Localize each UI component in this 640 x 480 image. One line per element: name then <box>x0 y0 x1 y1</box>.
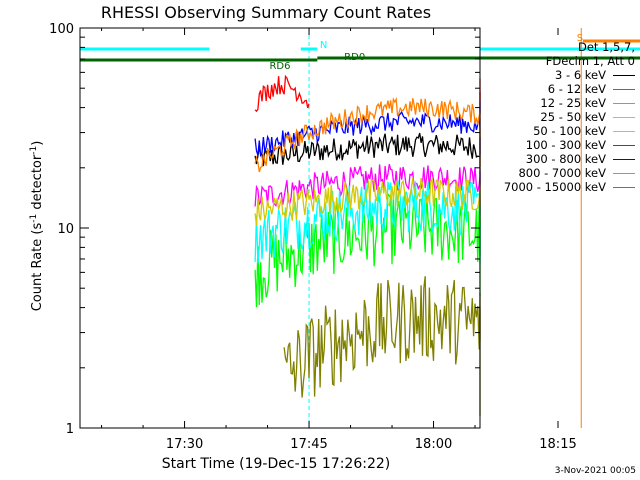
legend-entry-label: 300 - 800 keV <box>525 152 606 166</box>
legend-swatch <box>613 186 635 188</box>
legend-entry: 100 - 300 keV <box>470 138 635 152</box>
legend: Det 1,5,7, FDecim 1, Att 0 3 - 6 keV 6 - … <box>470 40 635 194</box>
legend-header-line: FDecim 1, Att 0 <box>545 54 635 68</box>
x-axis-label: Start Time (19-Dec-15 17:26:22) <box>162 456 390 472</box>
legend-swatch <box>613 158 635 160</box>
legend-entry: 50 - 100 keV <box>470 124 635 138</box>
x-tick-label: 17:30 <box>166 437 203 452</box>
legend-entry: 300 - 800 keV <box>470 152 635 166</box>
y-tick-label: 10 <box>57 222 74 237</box>
chart-title: RHESSI Observing Summary Count Rates <box>101 3 431 22</box>
x-tick-label: 18:00 <box>415 437 452 452</box>
series-segment <box>254 74 310 113</box>
attenuator-label: RD0 <box>344 52 365 63</box>
legend-entry-label: 7000 - 15000 keV <box>503 180 606 194</box>
legend-swatch <box>613 102 635 104</box>
night-label: N <box>320 40 327 51</box>
legend-swatch <box>613 116 635 118</box>
legend-swatch <box>613 172 635 174</box>
printed-date: 3-Nov-2021 00:05 <box>554 466 636 476</box>
legend-entry: 25 - 50 keV <box>470 110 635 124</box>
legend-entry: 7000 - 15000 keV <box>470 180 635 194</box>
legend-swatch <box>613 74 635 76</box>
attenuator-label: RD6 <box>269 61 290 72</box>
x-tick-label: 17:45 <box>290 437 327 452</box>
legend-entry: 800 - 7000 keV <box>470 166 635 180</box>
legend-swatch <box>613 88 635 90</box>
legend-header-line: Det 1,5,7, <box>577 40 635 54</box>
legend-swatch <box>613 144 635 146</box>
legend-entry-label: 800 - 7000 keV <box>518 166 606 180</box>
y-tick-label: 100 <box>49 22 74 37</box>
legend-entry: 3 - 6 keV <box>470 68 635 82</box>
y-axis-label: Count Rate (s-1 detector-1) <box>29 141 45 312</box>
x-tick-label: 18:15 <box>539 437 576 452</box>
saa-label: S <box>577 33 583 44</box>
ticks: 17:3017:4518:0018:1518:3018:4519:0011010… <box>49 22 577 452</box>
legend-entry-label: 6 - 12 keV <box>547 82 606 96</box>
legend-entry-label: 50 - 100 keV <box>533 124 606 138</box>
legend-entry-label: 3 - 6 keV <box>555 68 606 82</box>
legend-entry-label: 12 - 25 keV <box>540 96 606 110</box>
legend-entry: 12 - 25 keV <box>470 96 635 110</box>
legend-swatch <box>613 130 635 132</box>
legend-entry-label: 100 - 300 keV <box>525 138 606 152</box>
legend-entry-label: 25 - 50 keV <box>540 110 606 124</box>
y-tick-label: 1 <box>66 422 74 437</box>
legend-entry: 6 - 12 keV <box>470 82 635 96</box>
